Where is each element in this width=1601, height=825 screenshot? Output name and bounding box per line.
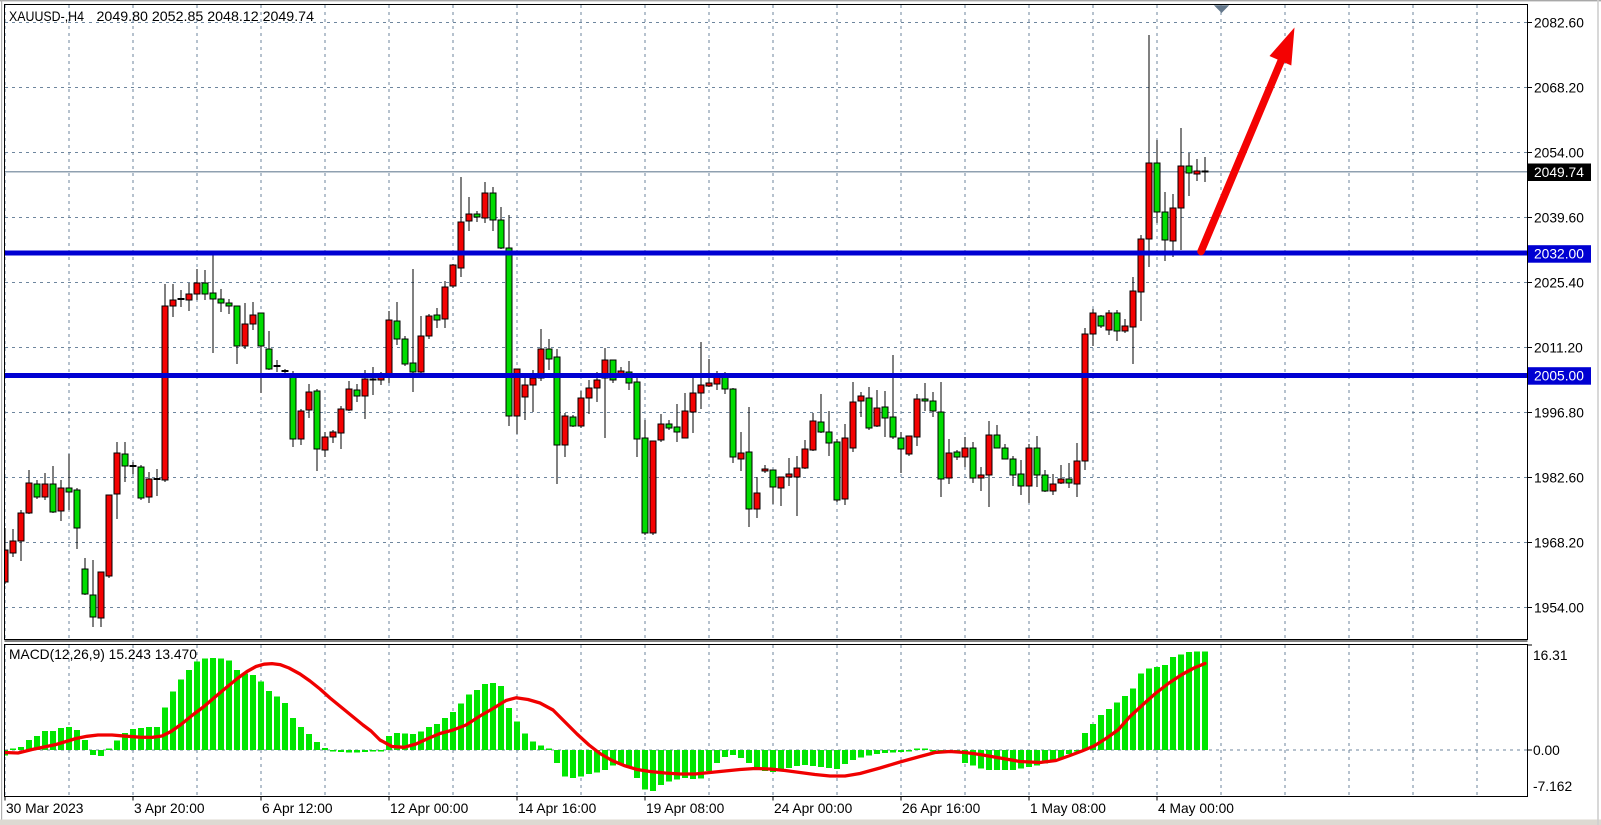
svg-text:26 Apr 16:00: 26 Apr 16:00 xyxy=(902,801,981,816)
svg-text:XAUUSD-,H4: XAUUSD-,H4 xyxy=(9,9,84,24)
svg-text:1 May 08:00: 1 May 08:00 xyxy=(1030,801,1106,816)
svg-text:3 Apr 20:00: 3 Apr 20:00 xyxy=(134,801,205,816)
svg-text:12 Apr 00:00: 12 Apr 00:00 xyxy=(390,801,469,816)
svg-text:2039.60: 2039.60 xyxy=(1534,211,1584,226)
svg-text:2032.00: 2032.00 xyxy=(1534,247,1584,262)
svg-text:24 Apr 00:00: 24 Apr 00:00 xyxy=(774,801,853,816)
svg-text:1954.00: 1954.00 xyxy=(1534,601,1584,616)
svg-text:2011.20: 2011.20 xyxy=(1534,341,1583,356)
svg-text:0.00: 0.00 xyxy=(1533,743,1560,758)
svg-text:1982.60: 1982.60 xyxy=(1534,471,1584,486)
svg-text:2068.20: 2068.20 xyxy=(1534,81,1584,96)
svg-text:2054.00: 2054.00 xyxy=(1534,146,1584,161)
svg-text:1996.80: 1996.80 xyxy=(1534,406,1584,421)
svg-text:2005.00: 2005.00 xyxy=(1534,369,1584,384)
svg-text:2049.74: 2049.74 xyxy=(1534,165,1584,180)
svg-text:16.31: 16.31 xyxy=(1533,648,1568,663)
svg-text:30 Mar 2023: 30 Mar 2023 xyxy=(6,801,84,816)
svg-text:19 Apr 08:00: 19 Apr 08:00 xyxy=(646,801,725,816)
svg-text:2025.40: 2025.40 xyxy=(1534,276,1584,291)
svg-text:2082.60: 2082.60 xyxy=(1534,16,1584,31)
svg-text:-7.162: -7.162 xyxy=(1533,779,1572,794)
svg-text:4 May 00:00: 4 May 00:00 xyxy=(1158,801,1234,816)
svg-text:2049.80 2052.85 2048.12 2049.7: 2049.80 2052.85 2048.12 2049.74 xyxy=(97,9,315,24)
svg-text:MACD(12,26,9) 15.243 13.470: MACD(12,26,9) 15.243 13.470 xyxy=(9,647,197,662)
svg-text:14 Apr 16:00: 14 Apr 16:00 xyxy=(518,801,597,816)
svg-text:1968.20: 1968.20 xyxy=(1534,536,1584,551)
svg-text:6 Apr 12:00: 6 Apr 12:00 xyxy=(262,801,333,816)
